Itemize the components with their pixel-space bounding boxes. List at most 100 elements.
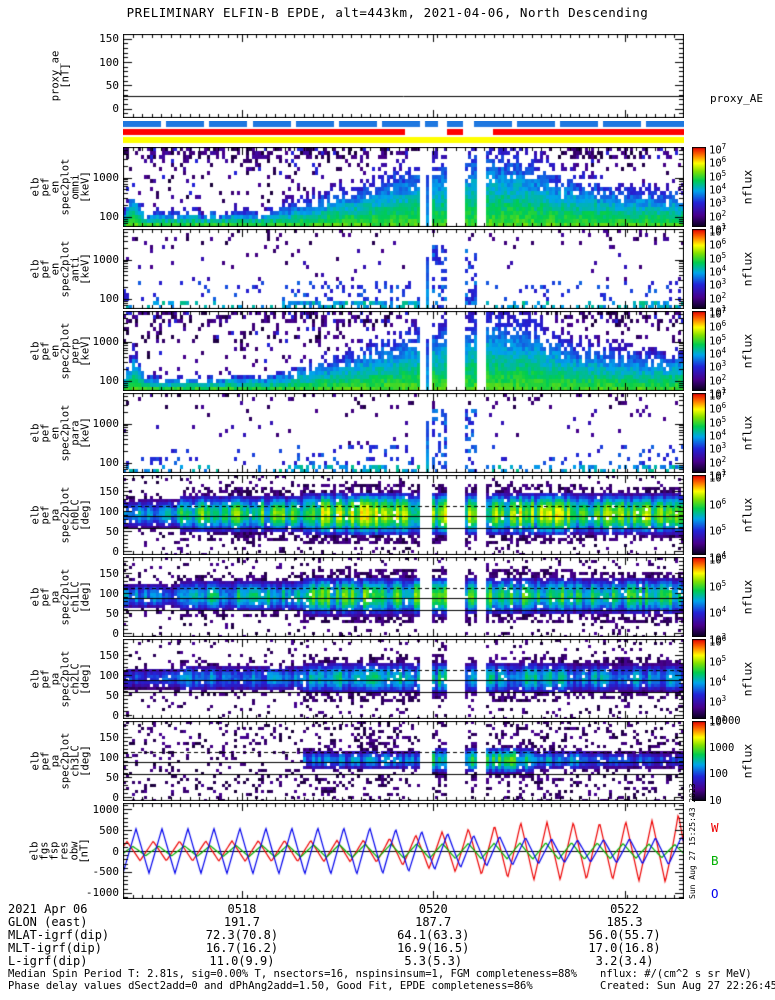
xaxis-value-0518-3: 11.0(9.9) xyxy=(209,954,275,968)
pa-ch2-cbar-tick-1: 105 xyxy=(709,654,727,669)
en-anti-cbar-label-text: nflux xyxy=(740,251,754,287)
en-anti-colorbar xyxy=(692,229,706,309)
en-para-cbar-tick-2: 105 xyxy=(709,414,727,430)
pa-ch3-cbar-label-text: nflux xyxy=(740,743,754,779)
en-para-axis-label-text: elb pef en spec2plot para [keV] xyxy=(29,404,91,462)
legend-letter-B: B xyxy=(711,853,719,868)
fgs-ytick-1: -500 xyxy=(92,865,120,879)
pa-ch0-ytick-1: 100 xyxy=(99,504,119,518)
en-perp-colorbar xyxy=(692,311,706,391)
xaxis-time-0518: 0518 xyxy=(227,902,257,916)
en-perp-axis-label-text: elb pef en spec2plot perp [keV] xyxy=(29,322,91,380)
en-anti-cbar-tick-2: 105 xyxy=(709,250,727,266)
proxy-ae-ytick-3: 150 xyxy=(99,32,119,46)
en-omni-axis-label-text: elb pef en spec2plot omni [keV] xyxy=(29,158,91,216)
pa-ch1-cbar-tick-3: 103 xyxy=(709,632,727,647)
en-para-cbar-tick-5: 102 xyxy=(709,454,727,470)
status-strips-canvas xyxy=(123,121,684,145)
footer-created: Created: Sun Aug 27 22:26:45 2023 xyxy=(600,980,775,992)
footer-line-2: Phase delay values dSect2add=0 and dPhAn… xyxy=(8,980,533,992)
pa-ch2-colorbar xyxy=(692,639,706,719)
en-perp-cbar-tick-0: 107 xyxy=(709,306,727,321)
pa-ch3-ytick-0: 150 xyxy=(99,730,119,744)
pa-ch2-canvas xyxy=(123,639,684,719)
pa-ch3-cbar-label: nflux xyxy=(739,721,755,801)
en-omni-canvas xyxy=(123,147,684,227)
en-perp-cbar-tick-3: 104 xyxy=(709,346,727,361)
en-para-cbar-tick-6: 101 xyxy=(709,468,727,483)
en-para-ytick-1: 100 xyxy=(99,456,119,470)
en-perp-cbar-tick-2: 105 xyxy=(709,332,727,348)
en-anti-cbar-tick-1: 106 xyxy=(709,237,727,252)
en-anti-cbar-tick-4: 103 xyxy=(709,277,727,292)
xaxis-value-0518-1: 72.3(70.8) xyxy=(205,928,279,942)
proxy-ae-ytick-1: 50 xyxy=(105,78,119,92)
en-omni-ytick-0: 1000 xyxy=(92,171,120,185)
en-anti-axis-label-text: elb pef en spec2plot anti [keV] xyxy=(29,240,91,298)
pa-ch3-cbar-tick-3: 10 xyxy=(709,795,722,807)
en-omni-cbar-tick-2: 105 xyxy=(709,168,727,184)
pa-ch2-cbar-tick-4: 102 xyxy=(709,714,727,729)
pa-ch0-canvas xyxy=(123,475,684,555)
en-omni-cbar-tick-3: 104 xyxy=(709,182,727,197)
en-omni-cbar-tick-0: 107 xyxy=(709,142,727,157)
pa-ch2-cbar-tick-0: 106 xyxy=(709,634,727,649)
en-omni-colorbar xyxy=(692,147,706,227)
en-para-cbar-tick-0: 107 xyxy=(709,388,727,403)
en-omni-cbar-tick-1: 106 xyxy=(709,155,727,170)
en-omni-cbar-tick-4: 103 xyxy=(709,195,727,210)
pa-ch2-ytick-0: 150 xyxy=(99,648,119,662)
pa-ch0-cbar-tick-3: 104 xyxy=(709,550,727,565)
en-anti-canvas xyxy=(123,229,684,309)
xaxis-value-0520-0: 187.7 xyxy=(415,915,452,929)
pa-ch0-ytick-0: 150 xyxy=(99,484,119,498)
xaxis-time-0520: 0520 xyxy=(418,902,448,916)
xaxis-value-0522-1: 56.0(55.7) xyxy=(588,928,661,942)
footer-line-1: Median Spin Period T: 2.81s, sig=0.00% T… xyxy=(8,968,577,980)
fgs-canvas xyxy=(123,803,684,899)
pa-ch2-ytick-1: 100 xyxy=(99,668,119,682)
pa-ch0-cbar-tick-1: 106 xyxy=(709,496,727,512)
en-anti-ytick-1: 100 xyxy=(99,292,119,306)
xaxis-value-0522-2: 17.0(16.8) xyxy=(588,941,661,955)
pa-ch3-cbar-tick-2: 100 xyxy=(709,768,728,781)
pa-ch0-colorbar xyxy=(692,475,706,555)
legend-letter-O: O xyxy=(711,886,719,901)
pa-ch2-cbar-tick-3: 103 xyxy=(709,694,727,709)
xaxis-value-0520-1: 64.1(63.3) xyxy=(397,928,470,942)
pa-ch1-colorbar xyxy=(692,557,706,637)
pa-ch3-ytick-3: 0 xyxy=(112,790,119,804)
pa-ch0-ytick-2: 50 xyxy=(105,524,119,538)
pa-ch1-ytick-2: 50 xyxy=(105,606,119,620)
en-anti-ytick-0: 1000 xyxy=(92,253,120,267)
footer-nflux-units: nflux: #/(cm^2 s sr MeV) xyxy=(600,968,752,980)
en-anti-cbar-label: nflux xyxy=(739,229,755,309)
pa-ch2-cbar-label-text: nflux xyxy=(740,661,754,697)
pa-ch1-cbar-tick-1: 105 xyxy=(709,578,727,594)
pa-ch1-canvas xyxy=(123,557,684,637)
pa-ch1-cbar-tick-0: 106 xyxy=(709,552,727,567)
en-para-cbar-tick-1: 106 xyxy=(709,401,727,416)
pa-ch3-cbar-tick-1: 1000 xyxy=(709,741,735,754)
xaxis-time-0522: 0522 xyxy=(610,902,639,916)
en-perp-ytick-1: 100 xyxy=(99,374,119,388)
xaxis-row-label-1: GLON (east) xyxy=(8,915,88,929)
legend-letter-W: W xyxy=(711,820,719,835)
xaxis-value-0518-2: 16.7(16.2) xyxy=(205,941,279,955)
en-omni-ytick-1: 100 xyxy=(99,210,119,224)
pa-ch2-ytick-2: 50 xyxy=(105,688,119,702)
en-perp-ytick-0: 1000 xyxy=(92,335,120,349)
pa-ch1-ytick-0: 150 xyxy=(99,566,119,580)
pa-ch2-cbar-tick-2: 104 xyxy=(709,674,727,689)
pa-ch0-cbar-tick-2: 105 xyxy=(709,523,727,538)
en-perp-cbar-tick-1: 106 xyxy=(709,319,727,334)
en-para-canvas xyxy=(123,393,684,473)
en-perp-cbar-label-text: nflux xyxy=(740,333,754,369)
en-anti-cbar-tick-6: 101 xyxy=(709,304,727,319)
pa-ch3-cbar-tick-0: 10000 xyxy=(709,715,741,727)
fgs-ytick-4: 1000 xyxy=(92,802,120,816)
pa-ch0-cbar-label: nflux xyxy=(739,475,755,555)
xaxis-value-0522-3: 3.2(3.4) xyxy=(595,954,654,968)
